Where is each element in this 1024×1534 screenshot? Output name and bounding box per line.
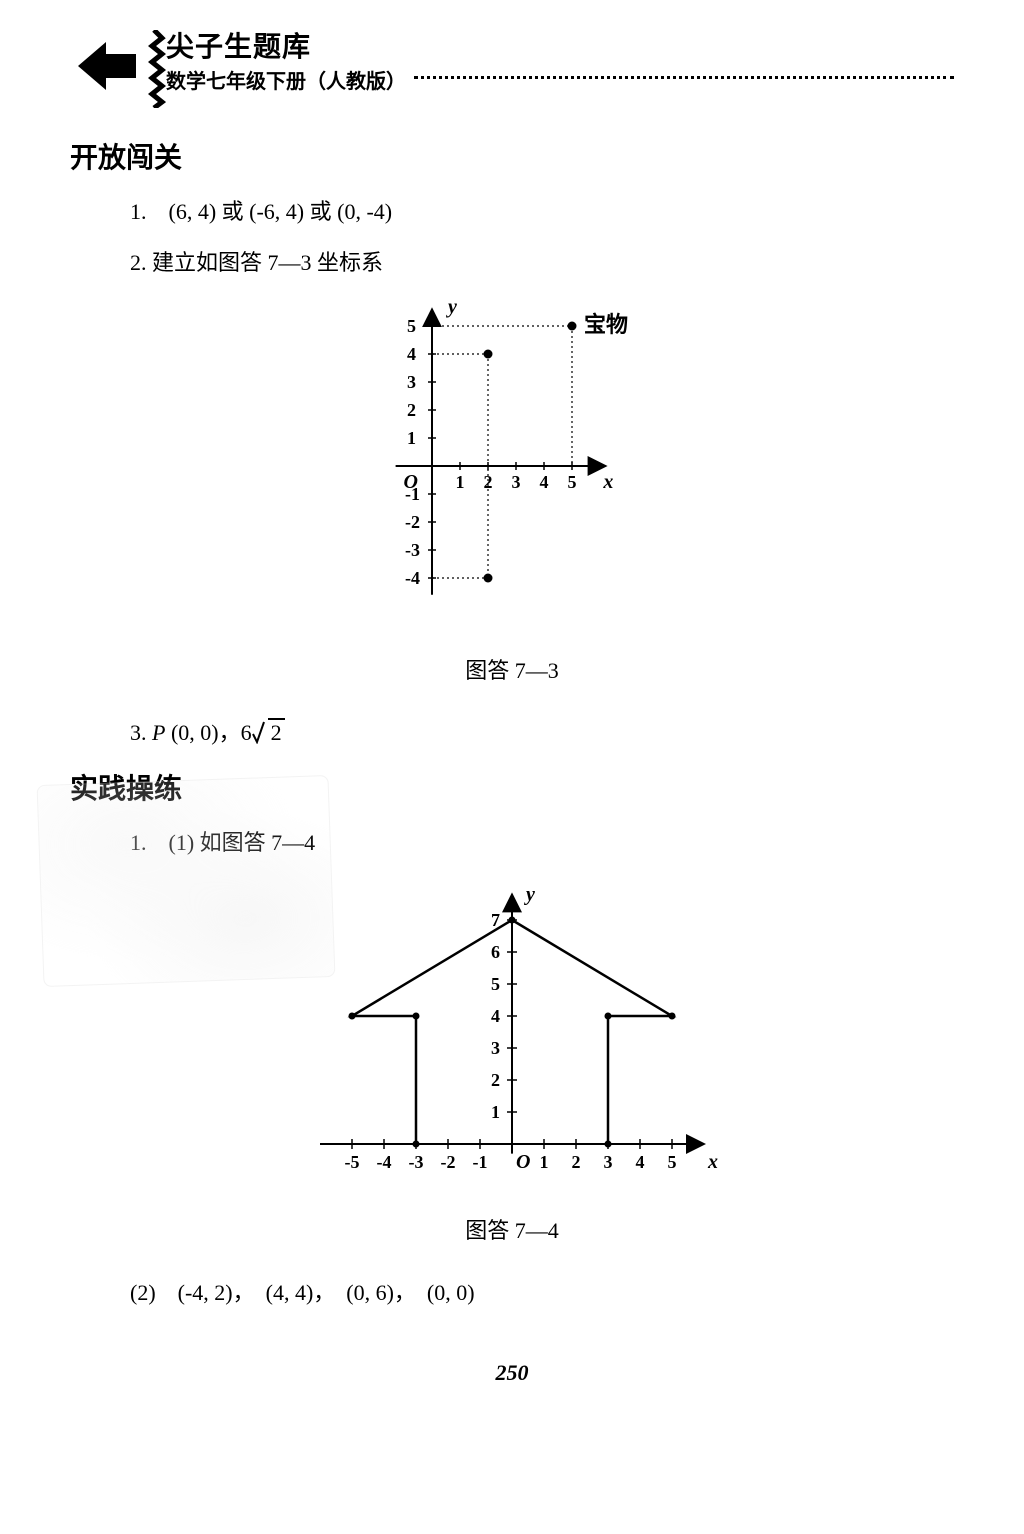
line3-P: P — [152, 720, 165, 745]
figure-7-3: 1234512345-1-2-3-4Oxy宝物 图答 7—3 — [70, 296, 954, 685]
answer-line-2: 2. 建立如图答 7—3 坐标系 — [130, 245, 954, 280]
svg-text:x: x — [707, 1151, 718, 1173]
answer-line-1: 1. (6, 4) 或 (-6, 4) 或 (0, -4) — [130, 194, 954, 229]
answer-line-5: (2) (-4, 2)， (4, 4)， (0, 6)， (0, 0) — [130, 1275, 954, 1310]
zigzag-icon — [148, 30, 166, 108]
svg-text:宝物: 宝物 — [584, 312, 628, 337]
svg-text:5: 5 — [668, 1152, 677, 1172]
svg-text:-2: -2 — [405, 512, 420, 532]
answer-line-4: 1. (1) 如图答 7—4 — [130, 825, 954, 860]
svg-text:5: 5 — [568, 472, 577, 492]
sqrt-radicand: 2 — [268, 718, 285, 745]
svg-text:O: O — [404, 471, 418, 493]
svg-text:3: 3 — [491, 1038, 500, 1058]
svg-text:4: 4 — [540, 472, 549, 492]
figure-7-4: -5-4-3-2-1123451234567Oxy 图答 7—4 — [70, 876, 954, 1245]
svg-text:2: 2 — [572, 1152, 581, 1172]
svg-text:5: 5 — [407, 316, 416, 336]
svg-text:-3: -3 — [409, 1152, 424, 1172]
svg-text:2: 2 — [484, 472, 493, 492]
svg-text:2: 2 — [491, 1070, 500, 1090]
svg-text:-2: -2 — [441, 1152, 456, 1172]
svg-text:1: 1 — [407, 428, 416, 448]
svg-text:-4: -4 — [405, 568, 420, 588]
svg-text:-1: -1 — [473, 1152, 488, 1172]
section-1-label: 开放闯关 — [70, 136, 954, 176]
section-2-label: 实践操练 — [70, 767, 954, 807]
svg-text:4: 4 — [491, 1006, 500, 1026]
svg-text:5: 5 — [491, 974, 500, 994]
svg-text:-3: -3 — [405, 540, 420, 560]
svg-text:-4: -4 — [377, 1152, 392, 1172]
svg-text:1: 1 — [456, 472, 465, 492]
book-title: 尖子生题库 — [166, 32, 406, 63]
svg-text:O: O — [516, 1151, 530, 1173]
figure-7-4-svg: -5-4-3-2-1123451234567Oxy — [292, 876, 732, 1186]
svg-text:x: x — [602, 471, 613, 493]
sqrt-icon: 2 — [252, 715, 285, 750]
svg-text:y: y — [524, 883, 535, 905]
svg-text:y: y — [446, 297, 457, 319]
svg-text:2: 2 — [407, 400, 416, 420]
figure-7-3-caption: 图答 7—3 — [70, 653, 954, 685]
svg-text:1: 1 — [540, 1152, 549, 1172]
arrow-icon — [70, 30, 142, 102]
header-dotline — [414, 76, 954, 79]
svg-text:4: 4 — [407, 344, 416, 364]
answer-line-3: 3. P (0, 0)，6 2 — [130, 715, 954, 750]
svg-text:6: 6 — [491, 942, 500, 962]
svg-text:3: 3 — [512, 472, 521, 492]
page-number: 250 — [70, 1360, 954, 1386]
book-subtitle: 数学七年级下册（人教版） — [166, 65, 406, 94]
svg-text:-5: -5 — [345, 1152, 360, 1172]
svg-text:3: 3 — [604, 1152, 613, 1172]
line3-prefix: 3. — [130, 720, 152, 745]
svg-text:3: 3 — [407, 372, 416, 392]
line3-mid: (0, 0)，6 — [165, 720, 251, 745]
figure-7-3-svg: 1234512345-1-2-3-4Oxy宝物 — [342, 296, 682, 626]
figure-7-4-caption: 图答 7—4 — [70, 1213, 954, 1245]
svg-text:1: 1 — [491, 1102, 500, 1122]
svg-text:4: 4 — [636, 1152, 645, 1172]
page-header: 尖子生题库 数学七年级下册（人教版） — [70, 30, 954, 108]
